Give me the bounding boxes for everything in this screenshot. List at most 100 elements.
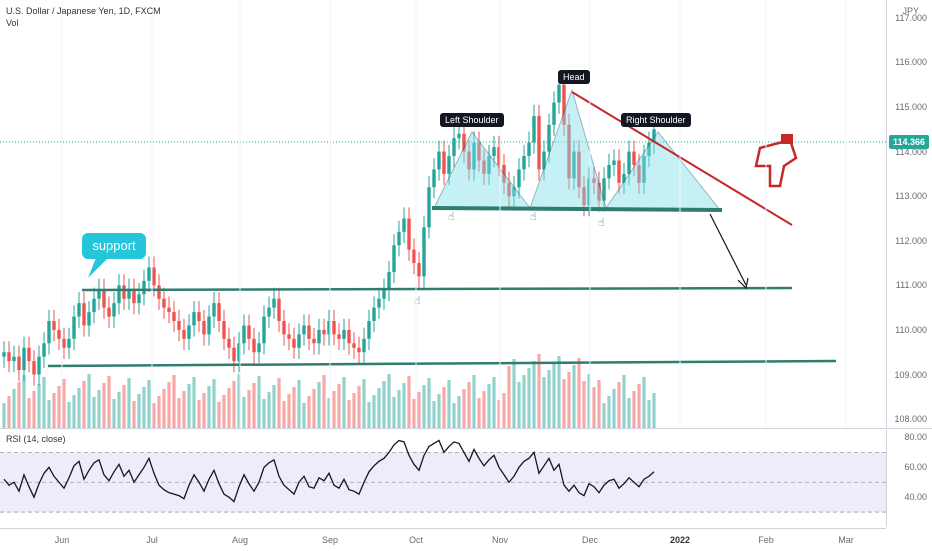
time-label: Sep: [321, 535, 339, 545]
volume-bar: [352, 393, 356, 428]
volume-label[interactable]: Vol: [6, 18, 19, 28]
volume-bar: [302, 403, 306, 428]
candle-body: [587, 178, 591, 206]
volume-bar: [577, 358, 581, 428]
candle-body: [647, 142, 651, 157]
candle-body: [507, 182, 511, 197]
volume-bar: [502, 393, 506, 428]
candle-body: [122, 285, 126, 299]
volume-bar: [182, 391, 186, 428]
volume-bar: [47, 400, 51, 428]
candle-body: [282, 321, 286, 335]
candle-body: [47, 321, 51, 344]
candle-body: [592, 178, 596, 183]
right-shoulder-label[interactable]: Right Shoulder: [621, 113, 691, 127]
candle-body: [407, 218, 411, 250]
candle-body: [32, 361, 36, 375]
volume-bar: [172, 375, 176, 428]
candle-body: [37, 356, 41, 375]
volume-bar: [202, 393, 206, 428]
candle-body: [442, 151, 446, 174]
candle-body: [447, 156, 451, 174]
symbol-title[interactable]: U.S. Dollar / Japanese Yen, 1D, FXCM: [6, 6, 161, 16]
rsi-legend[interactable]: RSI (14, close): [6, 434, 66, 444]
volume-bar: [557, 356, 561, 428]
price-axis[interactable]: JPY 117.000 116.000 115.000 114.000 113.000 1…: [886, 0, 932, 428]
volume-bar: [122, 385, 126, 428]
volume-bar: [197, 400, 201, 428]
volume-bar: [372, 395, 376, 428]
volume-bar: [87, 374, 91, 428]
pane-separator[interactable]: [0, 428, 932, 429]
candle-body: [22, 347, 26, 371]
candle-body: [262, 316, 266, 344]
candle-body: [352, 343, 356, 348]
candle-body: [427, 187, 431, 228]
candle-body: [497, 147, 501, 165]
head-label[interactable]: Head: [558, 70, 590, 84]
price-chart-pane[interactable]: ☝ ☝ ☝ ☝: [0, 0, 886, 428]
volume-bar: [292, 387, 296, 428]
volume-bar: [592, 387, 596, 428]
candle-body: [227, 338, 231, 348]
candle-body: [27, 347, 31, 362]
candle-body: [142, 280, 146, 295]
candle-body: [562, 84, 566, 125]
support-callout[interactable]: support: [82, 233, 146, 259]
candle-body: [212, 303, 216, 317]
rsi-chart-svg[interactable]: [0, 430, 886, 527]
price-tick: 115.000: [895, 102, 927, 112]
volume-bar: [472, 375, 476, 428]
volume-bar: [212, 379, 216, 428]
candle-body: [52, 321, 56, 330]
volume-bar: [287, 394, 291, 428]
volume-bar: [127, 378, 131, 428]
volume-bar: [97, 390, 101, 428]
time-axis[interactable]: Jun Jul Aug Sep Oct Nov Dec 2022 Feb Mar: [0, 528, 886, 551]
rsi-pane[interactable]: [0, 430, 886, 527]
volume-bar: [547, 370, 551, 428]
volume-bar: [227, 388, 231, 428]
time-label: Aug: [231, 535, 249, 545]
volume-bar: [397, 390, 401, 428]
candle-body: [202, 321, 206, 335]
left-shoulder-label[interactable]: Left Shoulder: [440, 113, 504, 127]
volume-bar: [387, 374, 391, 428]
candle-body: [567, 124, 571, 179]
price-tick: 110.000: [895, 324, 927, 335]
candle-body: [117, 285, 121, 304]
pointing-hand-cuff: [781, 134, 793, 144]
candle-body: [237, 343, 241, 362]
volume-bar: [242, 397, 246, 428]
candle-body: [602, 178, 606, 201]
candle-body: [387, 271, 391, 290]
candle-body: [632, 151, 636, 165]
volume-bar: [57, 386, 61, 428]
volume-bar: [562, 379, 566, 428]
rsi-line: [3, 439, 655, 503]
currency-label: JPY: [902, 6, 919, 16]
chart-legend[interactable]: U.S. Dollar / Japanese Yen, 1D, FXCM Vol: [6, 5, 161, 29]
pointing-hand-down-icon: [754, 134, 798, 188]
rsi-axis[interactable]: 80.00 60.00 40.00: [886, 430, 932, 527]
candle-body: [7, 352, 11, 362]
candle-body: [487, 156, 491, 174]
volume-bar: [537, 354, 541, 428]
volume-bar: [232, 381, 236, 428]
price-chart-svg[interactable]: ☝ ☝ ☝ ☝: [0, 0, 886, 428]
candle-body: [157, 285, 161, 299]
volume-bar: [147, 380, 151, 428]
volume-bar: [342, 377, 346, 428]
support-callout-tail: [88, 258, 108, 278]
candle-body: [222, 321, 226, 339]
candle-body: [77, 303, 81, 317]
volume-bar: [152, 403, 156, 428]
candle-body: [12, 356, 16, 362]
candle-body: [347, 329, 351, 344]
candle-body: [522, 156, 526, 170]
volume-bar: [112, 399, 116, 428]
volume-bar: [42, 377, 46, 428]
volume-bar: [367, 402, 371, 428]
candle-body: [432, 169, 436, 188]
volume-bar: [357, 386, 361, 428]
